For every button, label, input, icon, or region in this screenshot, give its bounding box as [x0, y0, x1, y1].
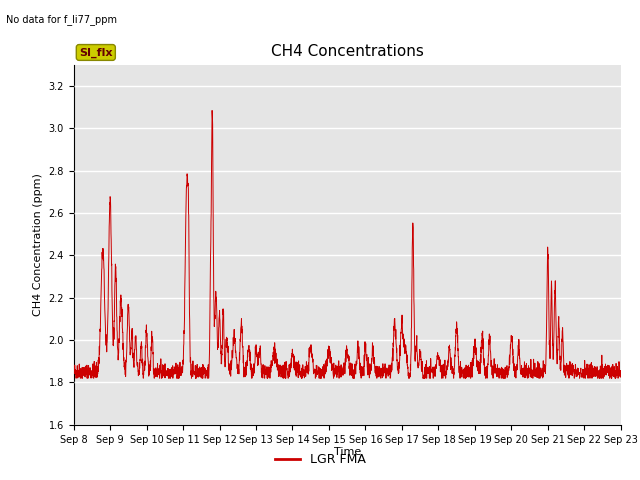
Y-axis label: CH4 Concentration (ppm): CH4 Concentration (ppm): [33, 173, 43, 316]
Text: No data for f_li77_ppm: No data for f_li77_ppm: [6, 14, 117, 25]
Title: CH4 Concentrations: CH4 Concentrations: [271, 45, 424, 60]
Legend: LGR FMA: LGR FMA: [269, 448, 371, 471]
X-axis label: Time: Time: [333, 447, 361, 457]
Text: SI_flx: SI_flx: [79, 48, 113, 58]
